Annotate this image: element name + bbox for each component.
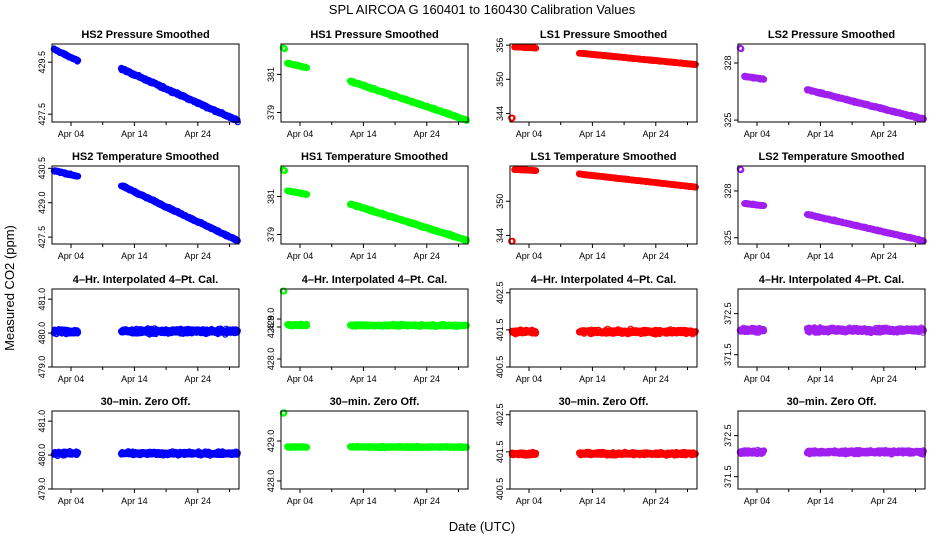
y-tick-label: 381 xyxy=(266,189,276,204)
y-tick-label: 479.0 xyxy=(37,356,47,379)
panel-grid: HS2 Pressure Smoothed Apr 04 Apr 14 Apr 24 4… xyxy=(37,29,927,506)
data-series-ls2 xyxy=(736,44,927,123)
y-tick-label: 381 xyxy=(266,67,276,82)
x-tick-label: Apr 14 xyxy=(121,374,148,384)
data-series-ls1 xyxy=(508,43,699,122)
y-tick-label: 344 xyxy=(495,106,505,121)
panel-hs1-row2: HS1 Temperature Smoothed Apr 04 Apr 14 Apr … xyxy=(266,151,470,261)
y-tick-label: 427.5 xyxy=(37,103,47,126)
panel-title: 4–Hr. Interpolated 4–Pt. Cal. xyxy=(73,274,219,286)
x-tick-label: Apr 24 xyxy=(414,251,441,261)
data-series-hs1 xyxy=(279,166,470,244)
x-tick-label: Apr 04 xyxy=(58,374,85,384)
x-tick-label: Apr 04 xyxy=(516,251,543,261)
y-tick-label: 328 xyxy=(723,56,733,71)
data-series-hs1 xyxy=(279,287,470,330)
y-tick-label: 328 xyxy=(723,183,733,198)
panel-title: HS1 Pressure Smoothed xyxy=(310,29,438,41)
x-tick-label: Apr 04 xyxy=(287,129,314,139)
y-tick-label: 379 xyxy=(266,227,276,242)
panel-title: HS2 Pressure Smoothed xyxy=(81,29,209,41)
panel-hs2-row2: HS2 Temperature Smoothed Apr 04 Apr 14 Apr … xyxy=(37,151,241,261)
panel-hs2-row1: HS2 Pressure Smoothed Apr 04 Apr 14 Apr 24 4… xyxy=(37,29,241,139)
panel-hs1-row1: HS1 Pressure Smoothed Apr 04 Apr 14 Apr 24 3… xyxy=(266,29,470,139)
data-series-ls1 xyxy=(508,165,699,245)
y-tick-label: 429.5 xyxy=(37,51,47,74)
data-point xyxy=(303,64,311,71)
y-tick-label: 429.0 xyxy=(37,191,47,214)
x-tick-label: Apr 14 xyxy=(350,251,377,261)
y-tick-label: 427.5 xyxy=(37,226,47,249)
x-tick-label: Apr 14 xyxy=(579,251,606,261)
y-tick-label: 430.5 xyxy=(37,157,47,180)
data-series-hs1 xyxy=(279,44,470,124)
panel-ls2-row2: LS2 Temperature Smoothed Apr 04 Apr 14 Apr … xyxy=(723,151,927,261)
data-series-ls2 xyxy=(736,165,927,245)
y-tick-label: 356 xyxy=(495,38,505,53)
x-tick-label: Apr 14 xyxy=(807,129,834,139)
x-tick-label: Apr 24 xyxy=(871,129,898,139)
y-tick-label: 344 xyxy=(495,228,505,243)
panel-hs1-row3: 4–Hr. Interpolated 4–Pt. Cal.Apr 04 Apr 1… xyxy=(266,274,470,384)
panel-title: LS2 Pressure Smoothed xyxy=(768,29,895,41)
y-tick-label: 350 xyxy=(495,72,505,87)
data-series-hs2 xyxy=(50,325,241,338)
y-tick-label: 325 xyxy=(723,113,733,128)
panel-title: LS1 Pressure Smoothed xyxy=(540,29,667,41)
x-tick-label: Apr 14 xyxy=(121,129,148,139)
panel-title: LS1 Temperature Smoothed xyxy=(531,151,677,163)
x-tick-label: Apr 04 xyxy=(287,251,314,261)
panel-ls1-row1: LS1 Pressure Smoothed Apr 04 Apr 14 Apr 24 3… xyxy=(495,29,699,139)
panel-title: HS1 Temperature Smoothed xyxy=(301,151,448,163)
y-axis-title: Measured CO2 (ppm) xyxy=(2,225,17,351)
panel-title: HS2 Temperature Smoothed xyxy=(72,151,219,163)
x-tick-label: Apr 04 xyxy=(58,129,85,139)
panel-hs2-row3: 4–Hr. Interpolated 4–Pt. Cal. Apr 04 Apr 1… xyxy=(37,274,241,384)
x-tick-label: Apr 24 xyxy=(185,374,212,384)
data-series-hs2 xyxy=(50,45,241,126)
x-tick-label: Apr 14 xyxy=(579,129,606,139)
panel-ls2-row1: LS2 Pressure Smoothed Apr 04 Apr 14 Apr 24 3… xyxy=(723,29,927,139)
x-tick-label: Apr 04 xyxy=(744,251,771,261)
x-tick-label: Apr 24 xyxy=(643,129,670,139)
y-tick-label: 325 xyxy=(723,230,733,245)
x-tick-label: Apr 24 xyxy=(414,129,441,139)
x-tick-label: Apr 24 xyxy=(871,251,898,261)
panel-ls1-row2: LS1 Temperature Smoothed Apr 04 Apr 14 Apr … xyxy=(495,151,699,261)
x-tick-label: Apr 14 xyxy=(350,129,377,139)
y-tick-label: 480.0 xyxy=(37,322,47,345)
x-tick-label: Apr 04 xyxy=(744,129,771,139)
x-tick-label: Apr 14 xyxy=(121,251,148,261)
x-tick-label: Apr 24 xyxy=(643,251,670,261)
x-tick-label: Apr 04 xyxy=(516,129,543,139)
x-tick-label: Apr 24 xyxy=(185,129,212,139)
x-tick-label: Apr 04 xyxy=(58,251,85,261)
x-tick-label: Apr 24 xyxy=(185,251,212,261)
data-point xyxy=(281,45,288,53)
panel-title: LS2 Temperature Smoothed xyxy=(759,151,905,163)
plot-frame xyxy=(51,43,240,123)
x-axis-title: Date (UTC) xyxy=(449,519,515,534)
data-point xyxy=(74,57,82,64)
x-tick-label: Apr 14 xyxy=(807,251,834,261)
y-tick-label: 481.0 xyxy=(37,288,47,311)
data-series-hs2 xyxy=(50,167,241,245)
panel-title: 4–Hr. Interpolated 4–Pt. Cal. xyxy=(302,274,448,286)
y-tick-label: 379 xyxy=(266,105,276,120)
figure-title: SPL AIRCOA G 160401 to 160430 Calibratio… xyxy=(329,2,636,17)
y-tick-label: 350 xyxy=(495,194,505,209)
